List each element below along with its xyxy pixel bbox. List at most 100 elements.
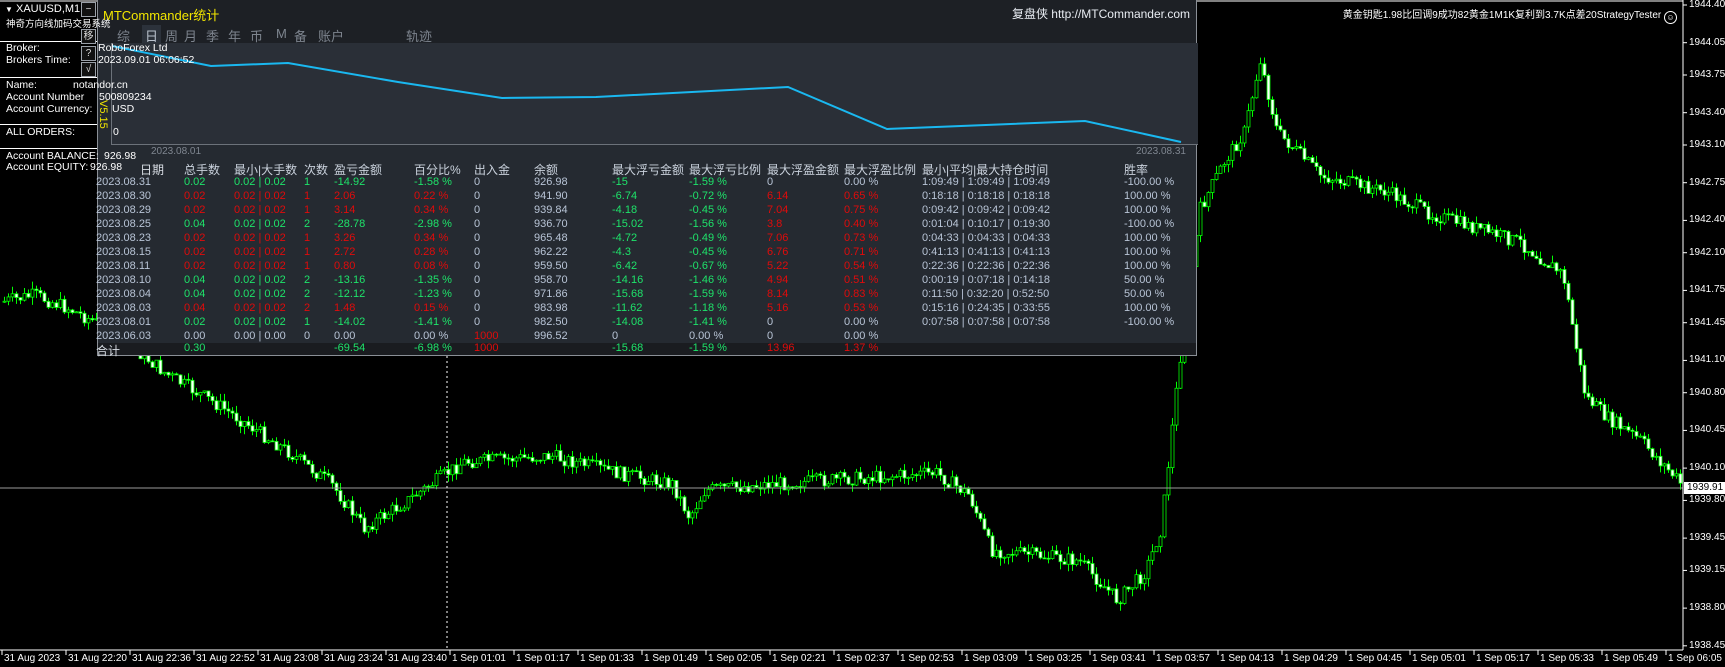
help-button[interactable]: ? (81, 46, 96, 61)
candle-body (754, 485, 759, 488)
table-cell: 8.14 (767, 288, 789, 300)
name-value: notandor.cn (73, 79, 128, 91)
tab-1[interactable]: 日 (142, 25, 162, 46)
candle-body (390, 504, 395, 515)
candle-body (730, 481, 735, 484)
candle-body (170, 373, 175, 376)
tab-3[interactable]: 月 (184, 29, 198, 44)
candle-body (502, 453, 507, 459)
table-cell: 0.02 (184, 176, 206, 188)
candle-body (602, 464, 607, 467)
candle-body (274, 440, 279, 451)
candle-body (458, 464, 463, 475)
candle-body (666, 477, 671, 488)
symbol-title[interactable]: ▼ XAUUSD,M1 (5, 3, 80, 15)
candle-body (1426, 206, 1431, 220)
candle-body (478, 456, 483, 465)
minimize-button[interactable]: − (81, 2, 96, 17)
candle-body (578, 458, 583, 462)
column-header: 最大浮亏金额 (612, 163, 685, 177)
candle-body (10, 293, 15, 298)
candle-body (214, 400, 219, 411)
table-cell: -15 (612, 176, 628, 188)
candle-body (1442, 213, 1447, 224)
candle-body (814, 473, 819, 477)
candle-body (234, 412, 239, 422)
tab-8[interactable]: 备 (294, 29, 308, 44)
candle-body (1202, 201, 1207, 208)
candle-body (1374, 184, 1379, 189)
candle-body (1014, 550, 1019, 556)
price-tick-label: 1941.45 (1689, 316, 1725, 328)
table-cell: -0.72 % (689, 190, 727, 202)
candle-body (674, 480, 679, 499)
candle-body (1366, 180, 1371, 194)
candle-body (246, 421, 251, 427)
site-link[interactable]: 复盘侠 http://MTCommander.com (1011, 7, 1190, 21)
table-cell: 0.02 | 0.02 (234, 260, 286, 272)
price-tick-label: 1940.80 (1689, 386, 1725, 398)
candle-body (1110, 588, 1115, 591)
bid-price-label: 1939.91 (1684, 482, 1725, 494)
candle-body (742, 486, 747, 492)
table-cell: -6.74 (612, 190, 638, 202)
candle-body (190, 379, 195, 394)
tab-0[interactable]: 综 (117, 29, 131, 44)
candle-body (1518, 235, 1523, 241)
candle-body (302, 454, 307, 461)
table-cell: 0.02 | 0.02 (234, 316, 286, 328)
tab-2[interactable]: 周 (165, 29, 179, 44)
candle-body (1558, 269, 1563, 272)
candle-body (1070, 553, 1075, 565)
confirm-button[interactable]: √ (81, 62, 96, 77)
candle-body (962, 488, 967, 493)
divider (0, 77, 166, 78)
candle-body (698, 500, 703, 510)
tab-5[interactable]: 年 (228, 29, 242, 44)
table-cell: 2 (304, 288, 311, 300)
candle-body (686, 510, 691, 519)
table-cell: 0.00 % (844, 176, 879, 188)
time-tick-label: 1 Sep 02:21 (772, 653, 826, 664)
axis-ticks (1, 4, 1687, 655)
column-header: 最小|平均|最大持仓时间 (922, 163, 1049, 177)
candle-body (1262, 63, 1267, 76)
candle-body (434, 473, 439, 487)
candle-body (1662, 463, 1667, 467)
candle-body (1462, 216, 1467, 229)
candle-body (278, 444, 283, 451)
table-cell: -13.16 (334, 274, 366, 286)
candle-body (1338, 178, 1343, 184)
candle-body (594, 460, 599, 463)
move-button[interactable]: 移 (81, 29, 96, 44)
candle-body (570, 456, 575, 468)
tab-7[interactable]: M (276, 26, 287, 41)
candle-body (414, 494, 419, 497)
candle-body (286, 444, 291, 458)
table-cell: 0:09:42 | 0:09:42 | 0:09:42 (922, 204, 1051, 216)
tab-9[interactable]: 账户 (318, 29, 345, 44)
candle-body (1402, 194, 1407, 205)
table-cell: 0 (767, 330, 774, 342)
column-header: 日期 (140, 163, 165, 177)
tab-6[interactable]: 币 (250, 29, 264, 44)
candle-body (1254, 79, 1259, 99)
table-cell: 0.34 % (414, 204, 449, 216)
candle-body (634, 470, 639, 473)
time-tick-label: 1 Sep 02:53 (900, 653, 954, 664)
candle-body (270, 440, 275, 443)
time-tick-label: 1 Sep 02:05 (708, 653, 762, 664)
table-cell: 996.52 (534, 330, 568, 342)
candle-body (282, 444, 287, 447)
tab-10[interactable]: 轨迹 (406, 29, 433, 44)
candle-body (354, 513, 359, 516)
collapse-triangle-icon[interactable]: ▼ (5, 5, 13, 14)
table-cell: 0 (474, 218, 481, 230)
table-cell: 13.96 (767, 342, 795, 354)
candle-body (42, 292, 47, 302)
table-cell: 2023.08.03 (96, 302, 152, 314)
candle-body (1334, 178, 1339, 182)
candle-body (898, 469, 903, 477)
candle-body (1102, 586, 1107, 589)
tab-4[interactable]: 季 (206, 29, 220, 44)
